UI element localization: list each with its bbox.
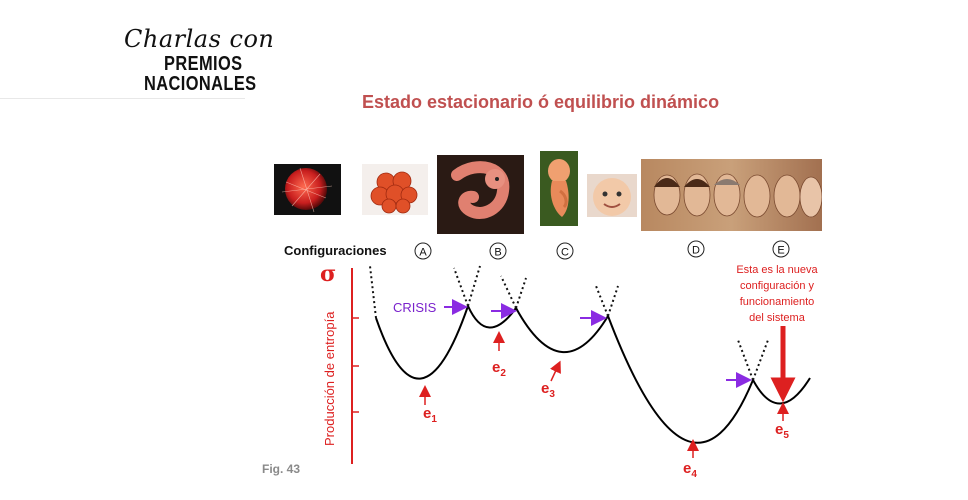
config-marker-b: B (489, 242, 507, 260)
aging-faces-image (641, 159, 822, 231)
configurations-label: Configuraciones (284, 243, 387, 258)
equilibrium-label-3: e3 (541, 380, 555, 400)
y-axis-ticks (352, 317, 359, 413)
entropy-curve (375, 303, 811, 444)
brand-line-1: PREMIOS (164, 53, 243, 75)
baby-image (587, 174, 637, 217)
equilibrium-label-2: e2 (492, 359, 506, 379)
brand-script-text: Charlas con (124, 25, 275, 53)
slide-title: Estado estacionario ó equilibrio dinámic… (362, 92, 720, 112)
brand-line-2: NACIONALES (144, 73, 257, 95)
config-letter-a: A (419, 247, 427, 259)
equilibrium-label-4: e4 (683, 460, 697, 480)
config-marker-c: C (556, 242, 574, 260)
config-letter-e: E (777, 245, 784, 257)
brand-logo: Charlas con PREMIOS NACIONALES (124, 26, 281, 94)
morula-image (362, 164, 428, 215)
embryo-image (437, 155, 524, 234)
note-line-4: del sistema (749, 312, 806, 324)
config-letter-d: D (692, 245, 700, 257)
cell-image (274, 164, 341, 215)
new-configuration-note: Esta es la nueva configuración y funcion… (736, 264, 818, 324)
config-marker-d: D (687, 240, 705, 258)
config-marker-e: E (772, 240, 790, 258)
dotted-branches (369, 265, 769, 381)
config-letter-c: C (561, 247, 569, 259)
note-line-2: configuración y (740, 280, 814, 292)
equilibrium-label-5: e5 (775, 421, 789, 441)
crisis-label: CRISIS (393, 300, 437, 315)
note-line-3: funcionamiento (740, 296, 815, 308)
sigma-symbol: σ (320, 261, 336, 287)
fetus-image (540, 151, 578, 226)
figure-label: Fig. 43 (262, 462, 301, 476)
crisis-arrows (444, 299, 752, 388)
y-axis-label: Producción de entropía (322, 311, 337, 446)
equilibrium-arrows (419, 331, 789, 458)
config-letter-b: B (494, 247, 501, 259)
note-line-1: Esta es la nueva (736, 264, 818, 276)
header-divider (0, 98, 245, 99)
config-marker-a: A (414, 242, 432, 260)
equilibrium-label-1: e1 (423, 405, 437, 425)
